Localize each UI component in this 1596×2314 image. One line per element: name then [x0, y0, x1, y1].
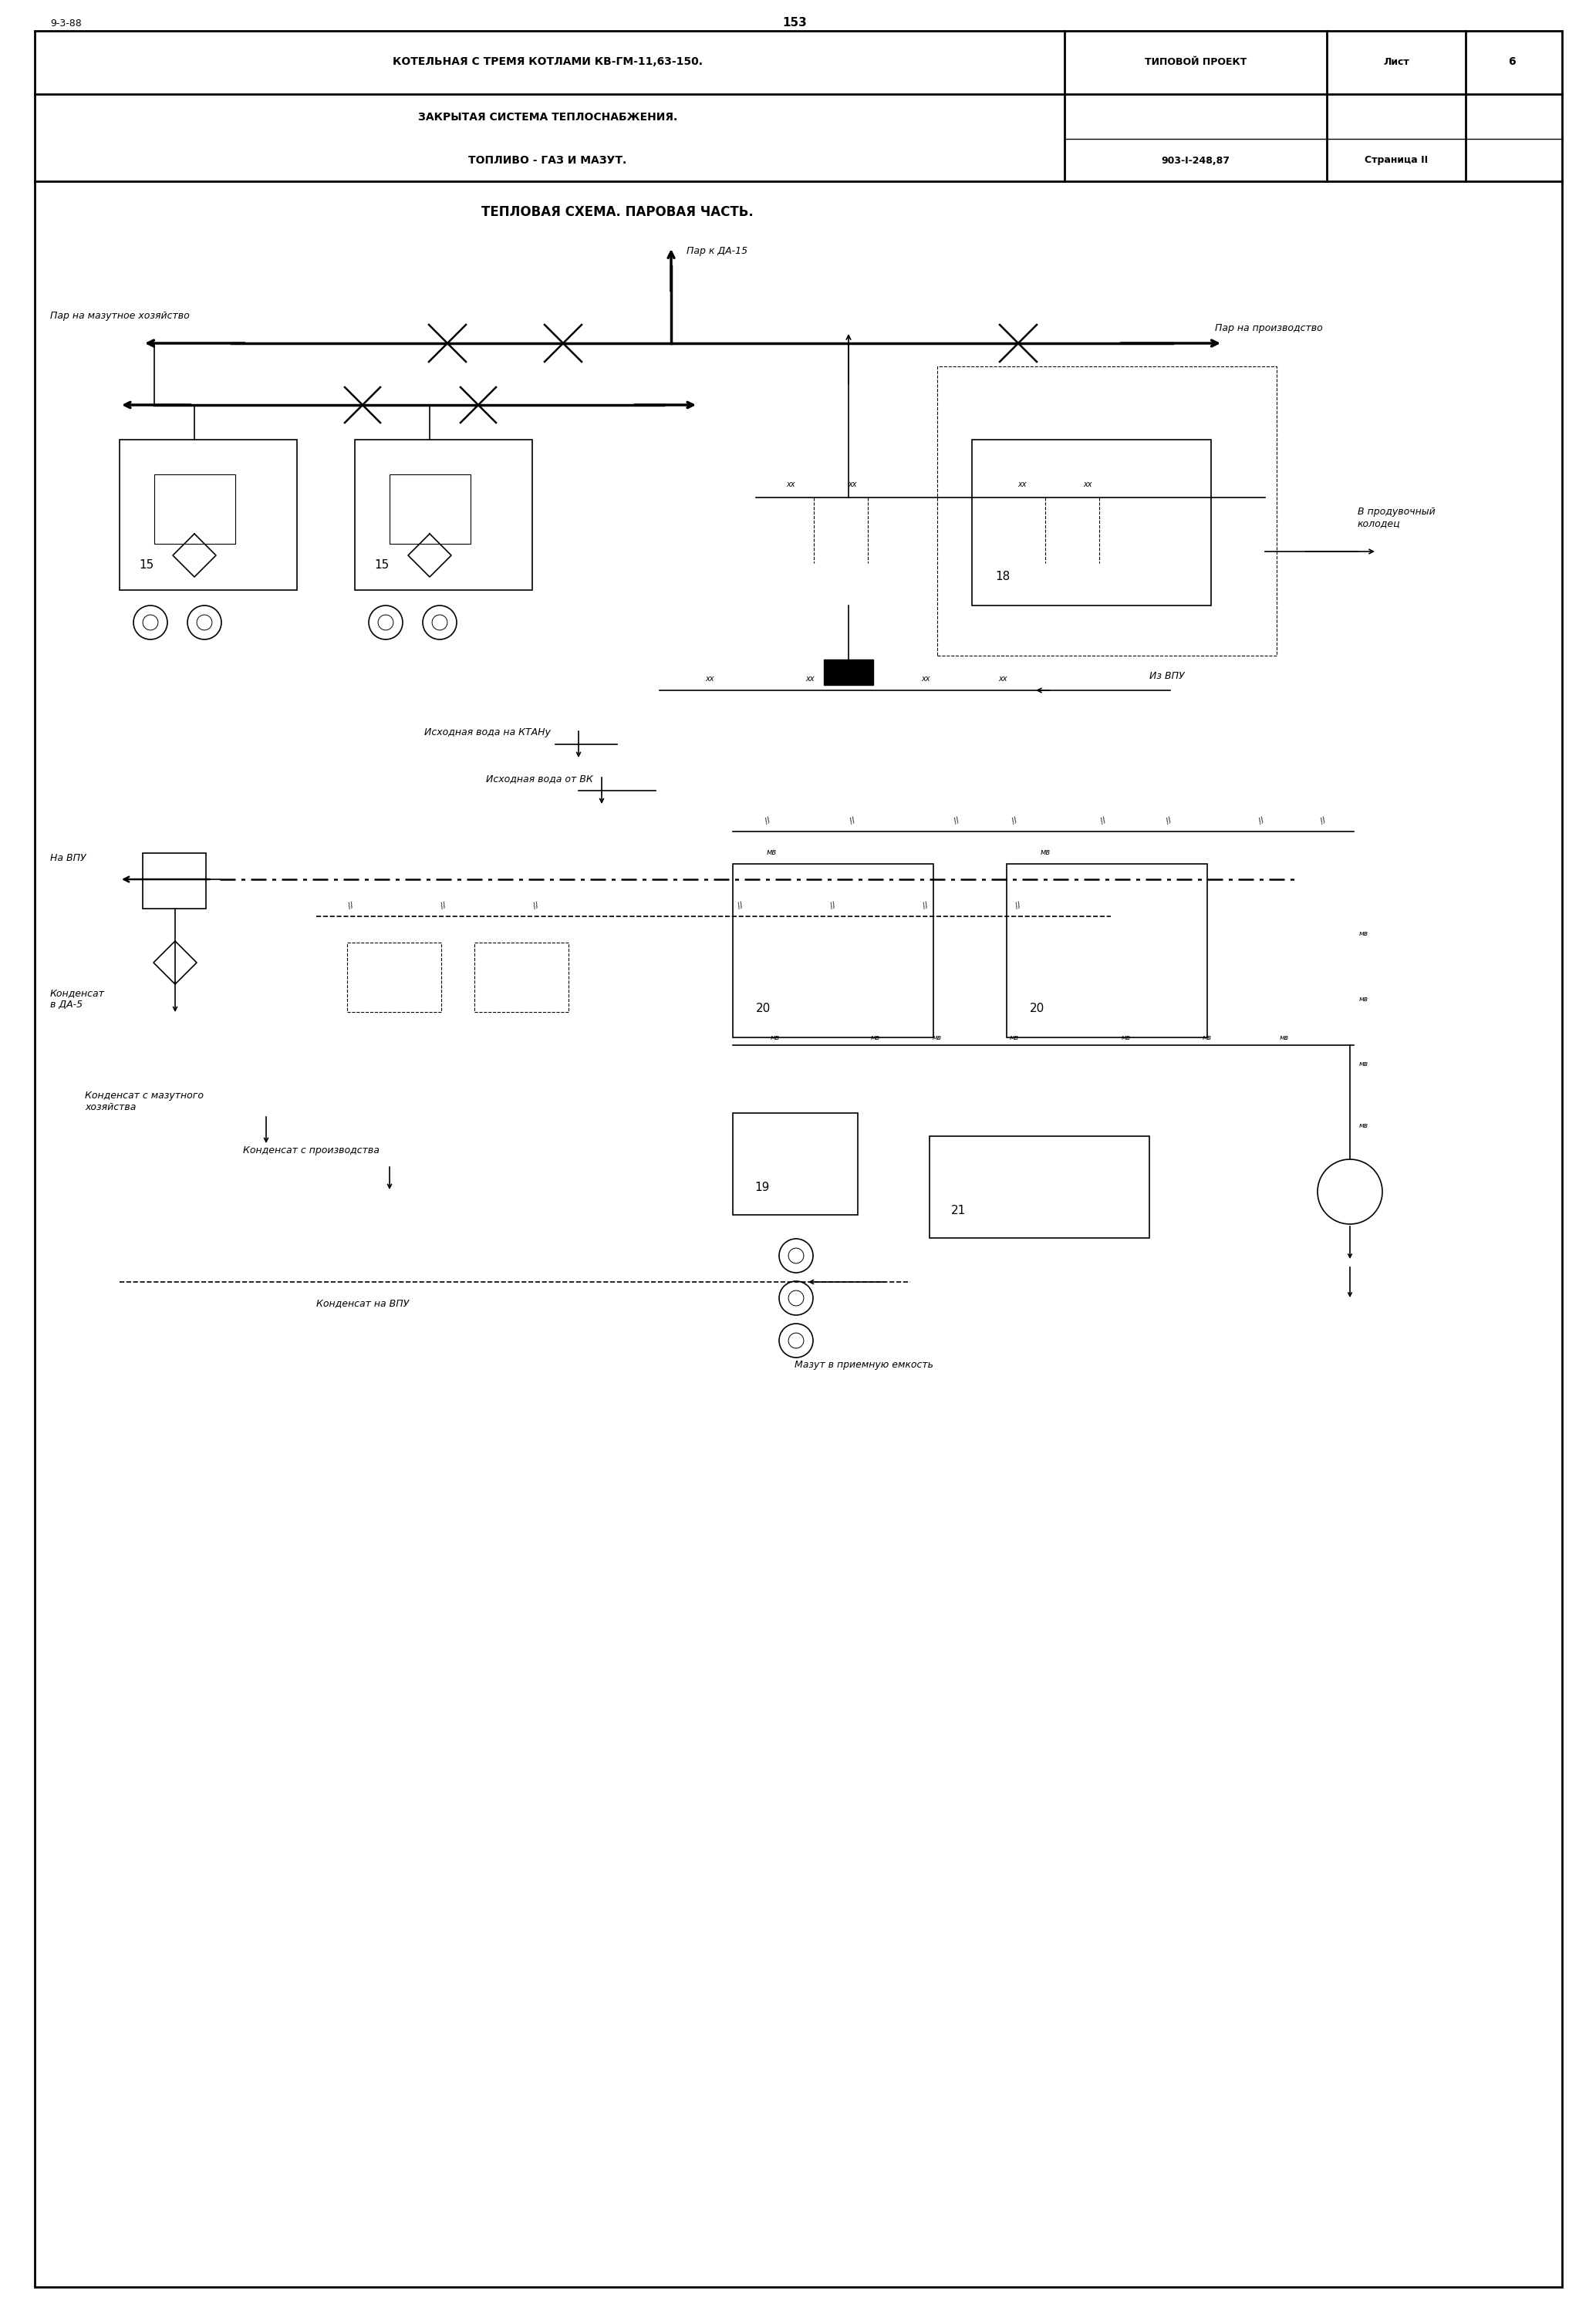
Text: //: //: [737, 900, 744, 909]
Text: ЗАКРЫТАЯ СИСТЕМА ТЕПЛОСНАБЖЕНИЯ.: ЗАКРЫТАЯ СИСТЕМА ТЕПЛОСНАБЖЕНИЯ.: [418, 111, 677, 123]
Text: мв: мв: [1010, 1034, 1018, 1041]
Text: Лист: Лист: [1384, 58, 1409, 67]
Bar: [824, 659, 873, 685]
Text: 6: 6: [1508, 56, 1516, 67]
Bar: [354, 440, 531, 590]
Text: Конденсат с мазутного
хозяйства: Конденсат с мазутного хозяйства: [85, 1090, 204, 1113]
Bar: [142, 854, 206, 909]
Text: Конденсат с производства: Конденсат с производства: [243, 1145, 380, 1157]
Text: ТЕПЛОВАЯ СХЕМА. ПАРОВАЯ ЧАСТЬ.: ТЕПЛОВАЯ СХЕМА. ПАРОВАЯ ЧАСТЬ.: [480, 206, 753, 220]
Text: ТИПОВОЙ ПРОЕКТ: ТИПОВОЙ ПРОЕКТ: [1144, 58, 1246, 67]
Text: 15: 15: [139, 560, 153, 572]
Text: xx: xx: [921, 676, 930, 683]
Text: //: //: [763, 817, 771, 826]
Text: xx: xx: [999, 676, 1007, 683]
Text: //: //: [1318, 817, 1326, 826]
Text: мв: мв: [1360, 995, 1368, 1002]
Text: мв: мв: [766, 849, 776, 856]
Text: xx: xx: [847, 481, 857, 488]
Bar: [389, 474, 471, 544]
Text: //: //: [1258, 817, 1266, 826]
Bar: [733, 1113, 857, 1215]
Text: Пар на производство: Пар на производство: [1215, 324, 1323, 333]
Text: xx: xx: [1084, 481, 1092, 488]
Bar: [937, 366, 1277, 655]
Text: На ВПУ: На ВПУ: [49, 854, 86, 863]
Bar: [929, 1136, 1149, 1238]
Text: мв: мв: [1360, 1060, 1368, 1069]
Text: //: //: [849, 817, 857, 826]
Text: //: //: [830, 900, 836, 909]
Text: 20: 20: [757, 1002, 771, 1014]
Bar: [474, 942, 568, 1011]
Text: мв: мв: [1280, 1034, 1290, 1041]
Text: xx: xx: [787, 481, 795, 488]
Text: Пар на мазутное хозяйство: Пар на мазутное хозяйство: [49, 312, 190, 322]
Text: мв: мв: [1360, 1122, 1368, 1129]
Text: Конденсат
в ДА-5: Конденсат в ДА-5: [49, 988, 105, 1009]
Text: //: //: [922, 900, 929, 909]
Text: //: //: [953, 817, 961, 826]
Text: 153: 153: [782, 19, 806, 30]
Text: 15: 15: [373, 560, 389, 572]
Text: Исходная вода на КТАНу: Исходная вода на КТАНу: [425, 727, 551, 738]
Text: мв: мв: [1041, 849, 1050, 856]
Text: мв: мв: [1122, 1034, 1132, 1041]
Bar: [120, 440, 297, 590]
Bar: [733, 863, 934, 1037]
Text: мв: мв: [1203, 1034, 1211, 1041]
Text: 18: 18: [994, 572, 1010, 583]
Text: КОТЕЛЬНАЯ С ТРЕМЯ КОТЛАМИ КВ-ГМ-11,63-150.: КОТЕЛЬНАЯ С ТРЕМЯ КОТЛАМИ КВ-ГМ-11,63-15…: [393, 56, 702, 67]
Text: //: //: [1100, 817, 1108, 826]
Text: мв: мв: [871, 1034, 879, 1041]
Text: //: //: [348, 900, 354, 909]
Text: 903-I-248,87: 903-I-248,87: [1162, 155, 1231, 167]
Bar: [346, 942, 440, 1011]
Text: //: //: [1010, 817, 1018, 826]
Bar: [1007, 863, 1207, 1037]
Text: Страница II: Страница II: [1365, 155, 1428, 167]
Text: Мазут в приемную емкость: Мазут в приемную емкость: [795, 1361, 934, 1370]
Text: мв: мв: [1360, 930, 1368, 937]
Text: //: //: [1165, 817, 1173, 826]
Text: 20: 20: [1029, 1002, 1045, 1014]
Text: мв: мв: [771, 1034, 780, 1041]
Text: мв: мв: [932, 1034, 942, 1041]
Text: xx: xx: [806, 676, 814, 683]
Text: Исходная вода от ВК: Исходная вода от ВК: [485, 775, 594, 784]
Bar: [972, 440, 1211, 606]
Text: ТОПЛИВО - ГАЗ И МАЗУТ.: ТОПЛИВО - ГАЗ И МАЗУТ.: [469, 155, 627, 167]
Text: //: //: [440, 900, 447, 909]
Text: В продувочный
колодец: В продувочный колодец: [1358, 507, 1435, 528]
Text: //: //: [533, 900, 539, 909]
Text: 9-3-88: 9-3-88: [49, 19, 81, 28]
Text: xx: xx: [705, 676, 713, 683]
Text: Конденсат на ВПУ: Конденсат на ВПУ: [316, 1298, 409, 1310]
Text: xx: xx: [1018, 481, 1026, 488]
Text: 21: 21: [951, 1206, 966, 1217]
Text: Пар к ДА-15: Пар к ДА-15: [686, 245, 747, 257]
Text: Из ВПУ: Из ВПУ: [1149, 671, 1184, 680]
Text: 19: 19: [755, 1182, 769, 1194]
Bar: [155, 474, 235, 544]
Text: //: //: [1015, 900, 1021, 909]
